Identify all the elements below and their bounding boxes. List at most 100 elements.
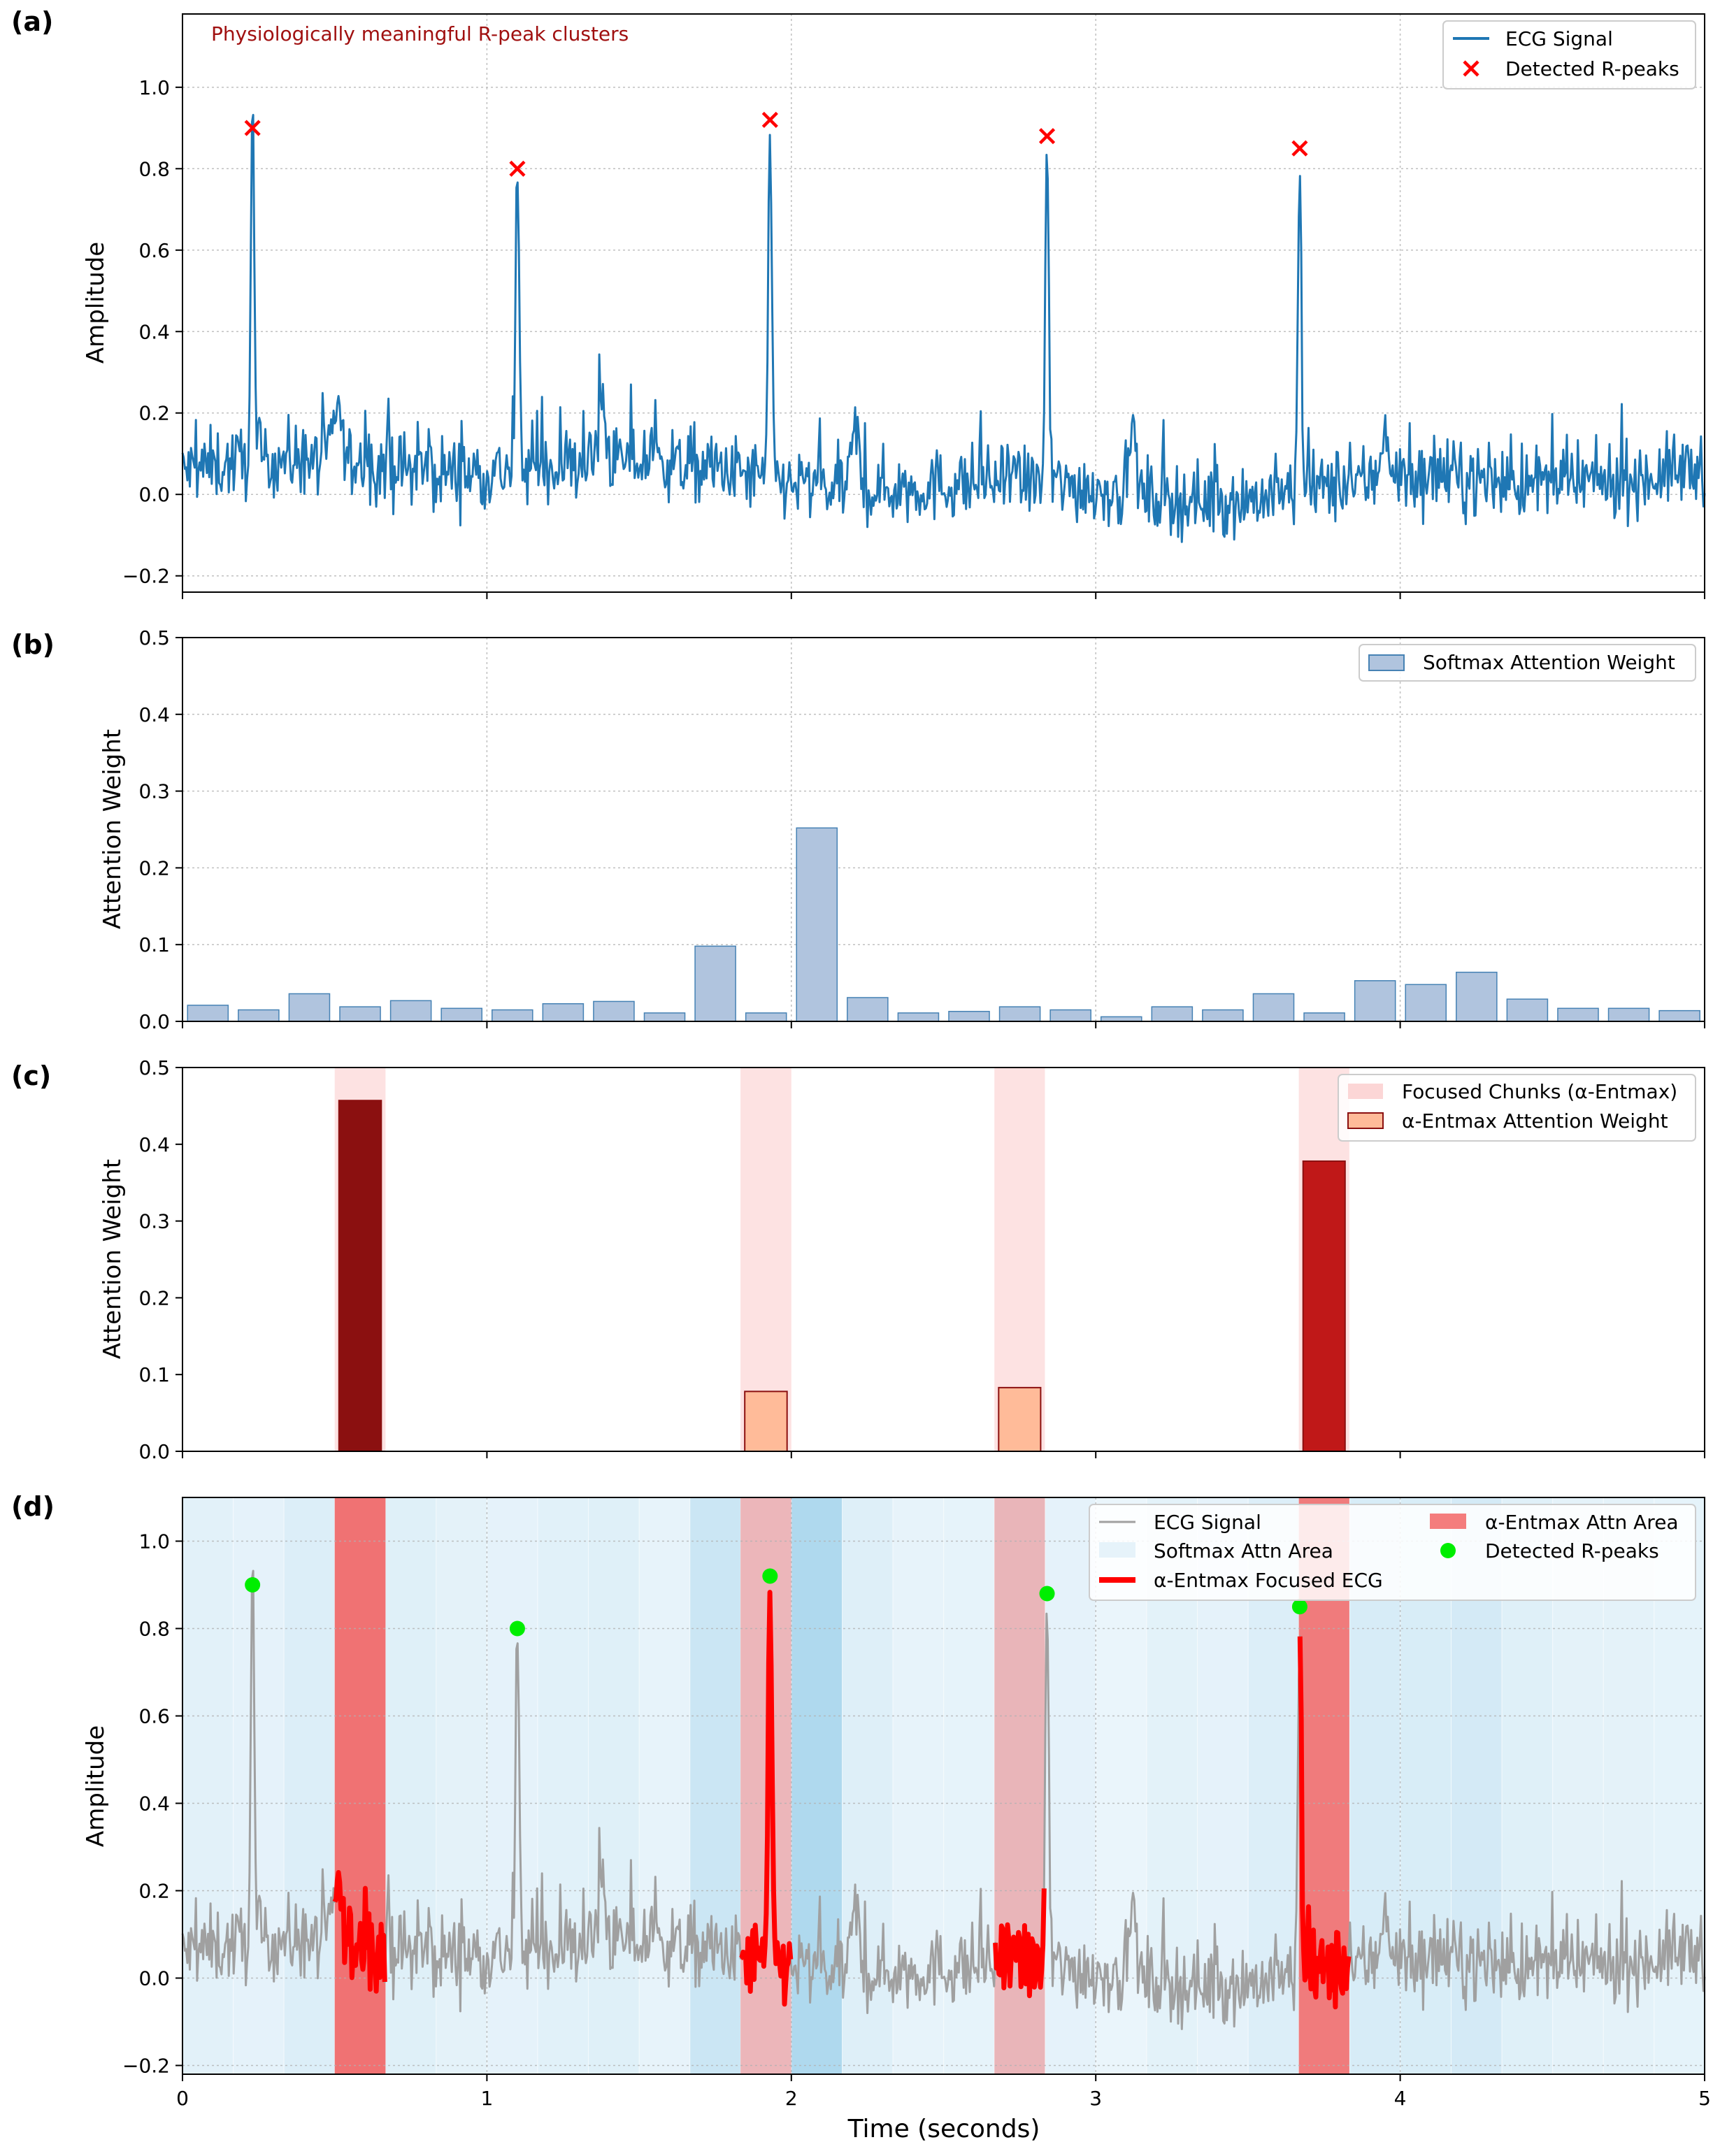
legend-rpeak-label: Detected R-peaks [1505,57,1679,80]
softmax-bar [948,1010,990,1022]
r-peak-marker [1038,128,1056,145]
y-tick-label: 0.4 [138,703,170,726]
softmax-bar [187,1005,229,1022]
panel-b-legend-box [1359,644,1696,682]
r-peak-dot [762,1568,778,1584]
panel-c: (c) 0.00.10.20.30.40.5 Attention Weight … [11,1056,1705,1463]
softmax-attn-area [182,1497,234,2075]
softmax-bar [1354,980,1396,1022]
panel-a: (a) −0.2 0.0 0.2 0.4 0.6 0.8 1.0 Physiological… [11,6,1706,599]
softmax-attn-area [638,1497,691,2075]
y-tick-label: 0.8 [138,157,170,180]
softmax-bar [1049,1009,1091,1022]
panel-b-y-ticks: 0.0 0.1 0.2 0.3 0.4 0.5 [138,626,182,1033]
softmax-attn-area [283,1497,336,2075]
y-tick-label: 1.0 [138,76,170,99]
panel-d-legend: ECG Signal Softmax Attn Area α-Entmax Fo… [1089,1504,1696,1601]
y-tick-label: 0.2 [138,856,170,879]
softmax-bar [1607,1007,1650,1022]
panel-c-bars [334,1068,1349,1453]
softmax-bar [389,1000,432,1022]
softmax-bar [998,1006,1041,1022]
legend-d-rpeak-label: Detected R-peaks [1485,1539,1659,1562]
entmax-focused-ecg [993,1888,1047,1999]
entmax-focused-ecg [1297,1636,1352,2010]
panel-b-grid [182,637,1705,1022]
panel-d-frame [182,1497,1705,2075]
softmax-bar [1202,1009,1244,1022]
x-tick-label: 2 [785,2087,798,2110]
panel-a-label: (a) [11,6,53,37]
y-tick-label: −0.2 [122,565,170,588]
softmax-bar [694,945,736,1022]
y-tick-label: 0.6 [138,1705,170,1728]
y-tick-label: 0.0 [138,1010,170,1033]
softmax-bar [897,1012,940,1022]
panel-a-annotation: Physiologically meaningful R-peak cluste… [211,22,629,45]
legend-rpeak-swatch [1463,60,1479,77]
softmax-bar [796,827,838,1022]
legend-d-entmax-swatch [1430,1514,1466,1529]
panel-d: (d) −0.2 0.0 0.2 0.4 0.6 0.8 1.0 0 1 2 3 4 5 Amplit… [11,1491,1711,2143]
softmax-attn-area [1045,1497,1096,2075]
panel-d-ylabel: Amplitude [82,1725,110,1847]
ecg-signal-line [181,113,1706,543]
softmax-bar [1151,1006,1194,1022]
x-axis-label: Time (seconds) [847,2115,1040,2143]
ecg-signal-line [181,1569,1706,2030]
panel-c-x-ticks [182,1451,1705,1458]
panel-b-ylabel: Attention Weight [99,729,127,929]
panel-a-frame [182,13,1705,593]
softmax-bar [440,1007,482,1022]
y-tick-label: 0.2 [138,1880,170,1903]
r-peak-marker [761,111,778,129]
panel-a-legend-box [1442,20,1696,89]
panel-c-y-ticks: 0.0 0.1 0.2 0.3 0.4 0.5 [138,1056,182,1463]
panel-a-ylabel: Amplitude [82,242,110,364]
legend-softmax-swatch [1368,654,1405,671]
entmax-bar [744,1390,788,1452]
panel-c-legend: Focused Chunks (α-Entmax) α-Entmax Atten… [1338,1074,1696,1142]
panel-d-label: (d) [11,1491,55,1522]
focused-chunk-band [740,1068,791,1451]
x-tick-label: 0 [176,2087,189,2110]
r-peak-dot [1291,1599,1307,1615]
y-tick-label: 0.3 [138,780,170,803]
softmax-bar [288,993,331,1022]
legend-softmax-label: Softmax Attention Weight [1423,651,1675,674]
panel-a-x-ticks [182,592,1705,599]
entmax-focused-ecg [739,1590,794,2007]
softmax-bar [238,1009,280,1022]
panel-d-plot [181,1568,1706,2030]
legend-d-focused-label: α-Entmax Focused ECG [1154,1569,1383,1592]
legend-focused-label: Focused Chunks (α-Entmax) [1402,1080,1677,1103]
y-tick-label: 0.1 [138,933,170,956]
panel-c-label: (c) [11,1061,51,1091]
entmax-bar [998,1386,1042,1452]
entmax-focused-ecg [332,1870,387,1994]
y-tick-label: 1.0 [138,1530,170,1553]
panel-c-ylabel: Attention Weight [99,1159,127,1359]
legend-focused-swatch [1348,1084,1383,1099]
legend-entmax-swatch [1347,1112,1384,1129]
x-tick-label: 3 [1089,2087,1102,2110]
softmax-bar [847,997,889,1022]
panel-b-legend: Softmax Attention Weight [1359,644,1696,682]
x-tick-label: 5 [1698,2087,1711,2110]
r-peak-marker [509,160,526,177]
panel-b-frame [182,637,1705,1022]
y-tick-label: 0.0 [138,1967,170,1990]
panel-d-y-ticks: −0.2 0.0 0.2 0.4 0.6 0.8 1.0 [122,1530,182,2078]
y-tick-label: 0.6 [138,239,170,262]
y-tick-label: 0.0 [138,483,170,506]
panel-a-legend: ECG Signal Detected R-peaks [1442,20,1696,89]
softmax-bar [745,1012,787,1022]
panel-a-plot [181,111,1706,543]
panel-b: (b) 0.00.10.20.30.40.5 Attention Weight … [11,626,1705,1033]
y-tick-label: 0.0 [138,1440,170,1463]
legend-ecg-label: ECG Signal [1505,27,1613,50]
softmax-attn-area [486,1497,538,2075]
r-peak-dot [245,1577,261,1593]
softmax-attn-area [588,1497,640,2075]
y-tick-label: 0.2 [138,402,170,425]
